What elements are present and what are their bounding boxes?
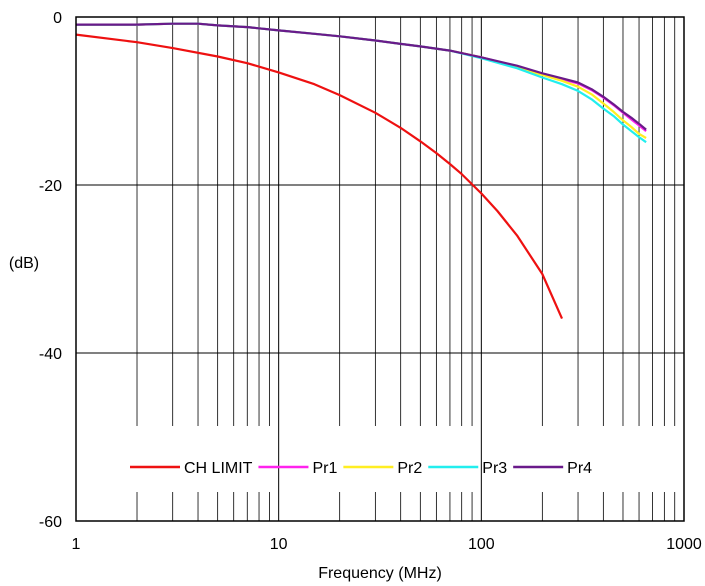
legend-label: Pr2 xyxy=(397,460,422,477)
x-tick-label: 1000 xyxy=(666,536,702,553)
series-lines xyxy=(75,22,647,320)
plot-frame xyxy=(75,16,685,522)
x-tick-label: 100 xyxy=(468,536,495,553)
x-axis-title: Frequency (MHz) xyxy=(318,565,442,582)
series-line-pr2 xyxy=(76,22,647,139)
legend: CH LIMIT Pr1 Pr2 Pr3 Pr4 xyxy=(130,460,592,477)
legend-label: Pr1 xyxy=(312,460,337,477)
series-line-pr3 xyxy=(76,22,647,144)
y-tick-label: -60 xyxy=(39,514,62,531)
y-tick-label: -40 xyxy=(39,346,62,363)
legend-label: Pr3 xyxy=(482,460,507,477)
series-line-pr4 xyxy=(76,22,647,131)
legend-label: CH LIMIT xyxy=(184,460,253,477)
y-tick-label: 0 xyxy=(53,10,62,27)
y-axis-title: (dB) xyxy=(9,255,39,272)
series-line-ch-limit xyxy=(75,33,564,320)
legend-label: Pr4 xyxy=(567,460,592,477)
x-tick-label: 1 xyxy=(72,536,81,553)
x-tick-label: 10 xyxy=(270,536,288,553)
tick-labels: 1 10 100 1000 0 -20 -40 -60 xyxy=(39,10,702,553)
grid xyxy=(76,17,684,521)
y-tick-label: -20 xyxy=(39,178,62,195)
